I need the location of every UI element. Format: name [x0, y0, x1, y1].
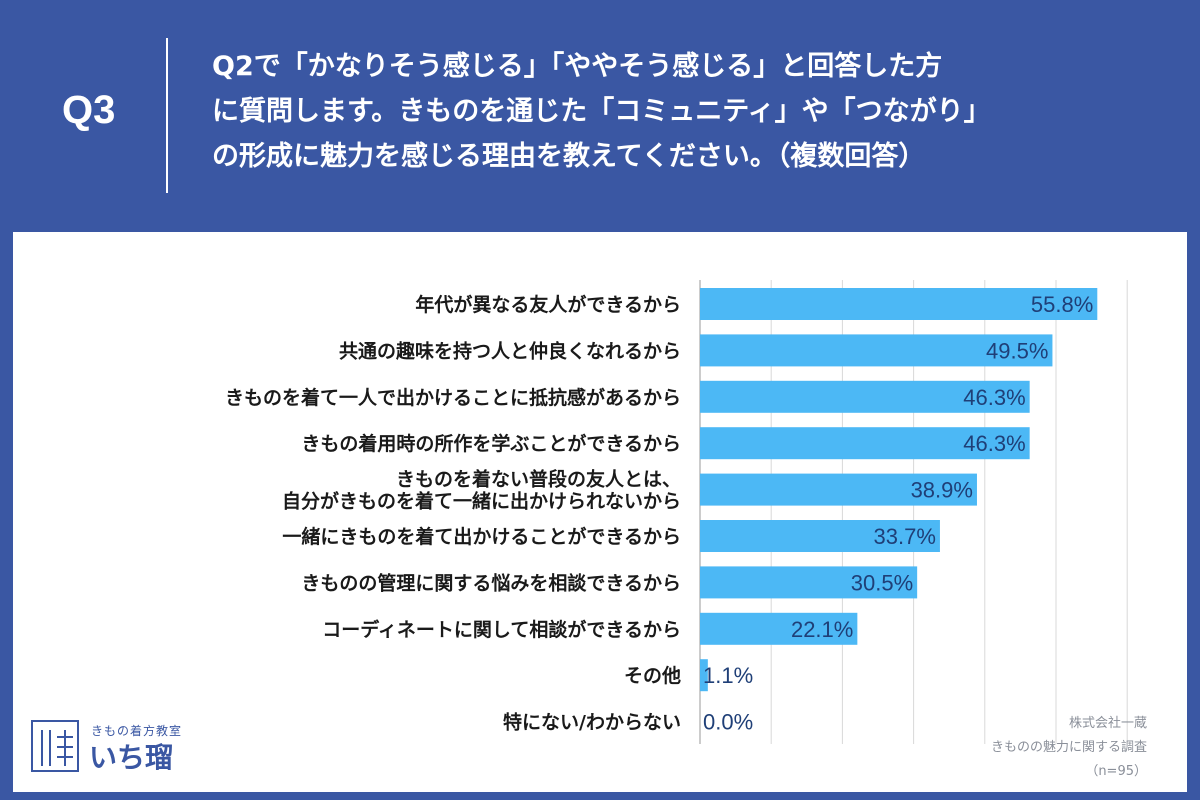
note-company: 株式会社一蔵 — [1068, 716, 1147, 731]
question-line-3: の形成に魅力を感じる理由を教えてください。（複数回答） — [212, 141, 926, 172]
value-label: 46.3% — [963, 385, 1025, 410]
logo-mark-icon — [31, 720, 79, 772]
category-label: 一緒にきものを着て出かけることができるから — [282, 525, 681, 548]
category-label: きものの管理に関する悩みを相談できるから — [301, 571, 681, 594]
category-label: きもの着用時の所作を学ぶことができるから — [301, 432, 681, 455]
bar — [700, 473, 977, 506]
category-label: 共通の趣味を持つ人と仲良くなれるから — [339, 339, 681, 362]
bar — [700, 288, 1098, 320]
bar — [700, 612, 858, 645]
note-sample: （n=95） — [1085, 764, 1147, 779]
logo: きもの着方教室 いち瑠 — [31, 720, 231, 780]
question-number: Q3 — [62, 88, 116, 132]
value-label: 55.8% — [1031, 292, 1093, 317]
bar — [700, 520, 940, 552]
value-label: 38.9% — [911, 478, 973, 503]
logo-subtitle: きもの着方教室 — [91, 724, 183, 738]
value-label: 49.5% — [986, 338, 1048, 363]
bar — [700, 566, 918, 599]
bar — [700, 380, 1030, 413]
bar — [700, 427, 1030, 460]
category-label: きものを着ない普段の友人とは、自分がきものを着て一緒に出かけられないから — [282, 468, 681, 513]
question-text: Q2で「かなりそう感じる」「ややそう感じる」と回答した方 に質問します。きものを… — [212, 44, 1172, 179]
chart-panel: 年代が異なる友人ができるから 55.8% 共通の趣味を持つ人と仲良くなれるから 49.… — [13, 232, 1187, 792]
question-line-2: に質問します。きものを通じた「コミュニティ」や「つながり」 — [212, 96, 991, 127]
value-label: 33.7% — [874, 524, 936, 549]
value-label: 1.1% — [703, 663, 753, 688]
value-label: 30.5% — [851, 570, 913, 595]
bar-chart: 年代が異なる友人ができるから 55.8% 共通の趣味を持つ人と仲良くなれるから 49.… — [225, 280, 1128, 744]
survey-note: 株式会社一蔵 きものの魅力に関する調査 （n=95） — [991, 712, 1147, 784]
question-line-1: Q2で「かなりそう感じる」「ややそう感じる」と回答した方 — [212, 51, 943, 82]
value-label: 0.0% — [703, 710, 753, 735]
category-label: 特にない/わからない — [503, 712, 681, 734]
header: Q3 Q2で「かなりそう感じる」「ややそう感じる」と回答した方 に質問します。き… — [0, 0, 1200, 232]
category-label: 年代が異なる友人ができるから — [415, 293, 681, 316]
bar — [700, 659, 708, 692]
logo-name: いち瑠 — [89, 741, 174, 774]
value-label: 22.1% — [791, 617, 853, 642]
note-survey: きものの魅力に関する調査 — [990, 740, 1147, 755]
category-label: きものを着て一人で出かけることに抵抗感があるから — [225, 386, 681, 409]
value-label: 46.3% — [963, 431, 1025, 456]
category-label: その他 — [624, 664, 681, 687]
category-label: コーディネートに関して相談ができるから — [322, 618, 681, 641]
bar — [700, 334, 1053, 367]
header-divider — [166, 38, 168, 193]
